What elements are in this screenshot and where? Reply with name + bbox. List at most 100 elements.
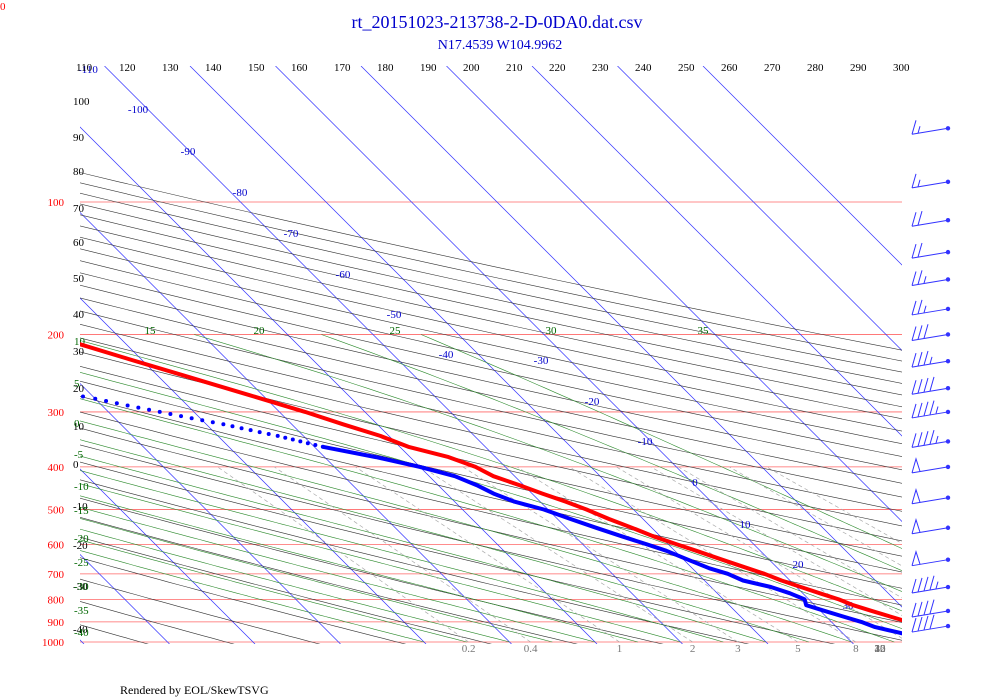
wind-barb-full-flag xyxy=(911,353,917,368)
dewpoint-upper-point xyxy=(275,433,280,438)
wind-barb xyxy=(911,599,951,618)
wind-barb-staff xyxy=(911,411,949,419)
dewpoint-upper-point xyxy=(248,428,253,433)
mixing-ratio-label: 40 xyxy=(875,643,887,655)
wind-barb xyxy=(911,549,951,567)
isotherm-label: -20 xyxy=(585,396,600,408)
wind-barb-full-flag xyxy=(911,433,917,448)
dry-adiabat-line xyxy=(80,497,664,644)
isotherm-label: -60 xyxy=(336,269,351,281)
isotherm-line xyxy=(80,126,598,644)
dewpoint-upper-point xyxy=(157,409,162,414)
wind-barbs xyxy=(911,120,951,633)
wind-barb-pennant xyxy=(911,518,921,534)
dry-adiabat-line xyxy=(0,104,1,651)
wind-barb xyxy=(911,487,951,505)
wind-barb-full-flag xyxy=(917,299,923,314)
wind-barb-full-flag xyxy=(917,325,923,340)
isotherm-line xyxy=(80,383,341,644)
dry-adiabat-line xyxy=(80,516,578,644)
dry-adiabat-line xyxy=(80,248,902,432)
pressure-tick-label: 400 xyxy=(48,462,65,474)
mixing-ratio-line xyxy=(729,466,902,567)
wind-barb-full-flag xyxy=(911,173,917,189)
dry-adiabat-line xyxy=(80,284,902,471)
thetae-top-label: 30 xyxy=(546,325,558,337)
theta-left-label: 50 xyxy=(73,273,85,285)
mixing-ratio-label: 2 xyxy=(690,643,696,655)
thetae-top-label: 15 xyxy=(145,325,157,337)
theta-left-label: 0 xyxy=(73,459,79,471)
wind-barb xyxy=(911,376,951,395)
dewpoint-upper-point xyxy=(320,444,325,449)
wind-barb-staff xyxy=(911,440,949,448)
theta-left-label: 20 xyxy=(73,383,85,395)
wind-barb-full-flag xyxy=(917,432,923,447)
mixing-ratio-line xyxy=(766,466,902,544)
isotherm-line xyxy=(360,66,902,608)
wind-barb-full-flag xyxy=(923,576,929,591)
grid-lines xyxy=(0,66,902,651)
wind-barb-full-flag xyxy=(929,575,935,590)
moist-adiabat-line xyxy=(80,550,425,643)
theta-top-label: 170 xyxy=(334,62,351,74)
dewpoint-upper-point xyxy=(56,390,60,394)
dry-adiabat-line xyxy=(80,479,750,644)
dry-adiabat-line xyxy=(80,411,902,606)
mixing-ratio-label: 5 xyxy=(795,643,801,655)
dry-adiabat-line xyxy=(80,182,902,362)
dewpoint-profile-line xyxy=(322,444,902,636)
dry-adiabat-line xyxy=(80,236,902,420)
wind-barb xyxy=(911,518,951,535)
thetae-left-label: -30 xyxy=(74,581,89,593)
dewpoint-upper-point xyxy=(114,401,119,406)
wind-barb-full-flag xyxy=(917,270,923,285)
mixing-ratio-line xyxy=(421,466,693,643)
moist-adiabat-line xyxy=(80,528,510,643)
theta-top-label: 290 xyxy=(850,62,867,74)
dewpoint-upper-point xyxy=(32,385,36,389)
theta-top-label: 270 xyxy=(764,62,781,74)
wind-barb-full-flag xyxy=(929,400,935,415)
wind-barb-half-flag xyxy=(917,126,921,134)
dewpoint-upper-point xyxy=(210,420,215,425)
wind-barb-half-flag xyxy=(929,356,933,364)
moist-adiabat-line xyxy=(80,372,902,630)
isotherm-line xyxy=(531,66,902,437)
wind-barb-full-flag xyxy=(923,615,929,631)
wind-barb-staff xyxy=(911,127,949,135)
theta-left-label: 10 xyxy=(73,421,85,433)
wind-barb-pennant xyxy=(911,457,921,474)
wind-barb-staff xyxy=(911,497,949,505)
chart-title: rt_20151023-213738-2-D-0DA0.dat.csv xyxy=(352,12,643,32)
wind-barb-full-flag xyxy=(911,602,917,618)
mixing-ratio-label: 8 xyxy=(853,643,859,655)
mixing-ratio-line xyxy=(678,466,902,599)
wind-barb-full-flag xyxy=(929,429,935,445)
wind-barb-staff xyxy=(911,251,949,259)
moist-adiabat-line xyxy=(321,334,902,571)
isotherm-label: 20 xyxy=(793,559,805,571)
theta-top-label: 160 xyxy=(291,62,308,74)
mixing-ratio-line xyxy=(616,466,902,639)
wind-barb-pennant xyxy=(911,487,921,504)
mixing-ratio-line xyxy=(516,466,799,643)
grid-labels: 1002003004005006007008009001000-110-100-… xyxy=(42,62,910,655)
dewpoint-upper-point xyxy=(298,439,303,444)
dry-adiabat-line xyxy=(80,444,902,641)
isotherm-label: 30 xyxy=(843,600,855,612)
theta-top-label: 280 xyxy=(807,62,824,74)
wind-barb-full-flag xyxy=(917,210,923,226)
wind-barb-full-flag xyxy=(911,380,917,395)
dry-adiabat-line xyxy=(80,337,902,527)
mixing-ratio-line xyxy=(650,466,902,616)
wind-barb-full-flag xyxy=(911,212,917,227)
dewpoint-upper-point xyxy=(80,394,85,399)
moist-adiabat-line xyxy=(80,539,467,643)
theta-top-label: 130 xyxy=(162,62,179,74)
theta-left-label: 100 xyxy=(73,96,90,108)
moist-adiabat-line xyxy=(80,398,895,643)
isotherm-label: -80 xyxy=(233,187,248,199)
wind-barb-staff xyxy=(911,387,949,395)
